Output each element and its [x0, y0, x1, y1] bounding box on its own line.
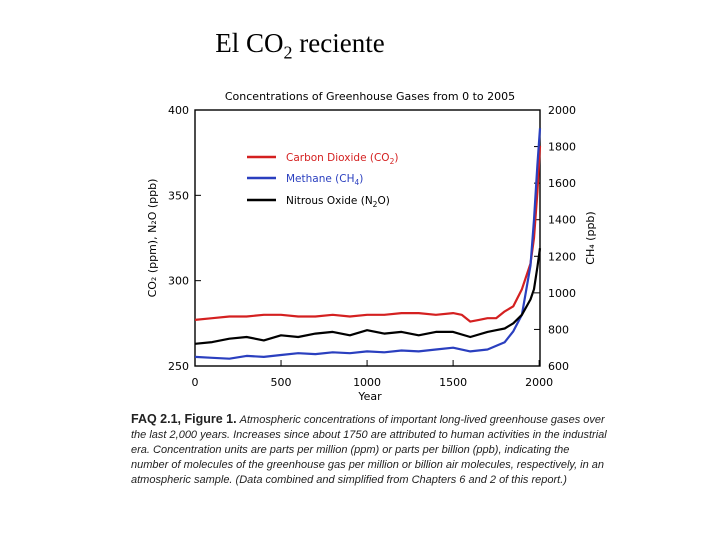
right-axis-label: CH₄ (ppb): [584, 211, 597, 264]
right-tick-label: 2000: [548, 104, 576, 117]
plot-frame: [194, 109, 541, 367]
legend-label-ch4: Methane (CH4): [286, 173, 363, 187]
x-tick-label: 1000: [353, 376, 381, 389]
n2o-series-line: [194, 248, 542, 345]
right-tick-label: 1000: [548, 287, 576, 300]
caption-body: Atmospheric concentrations of important …: [131, 414, 607, 486]
right-tick-label: 1800: [548, 141, 576, 154]
right-tick-label: 1600: [548, 177, 576, 190]
slide-title: El CO2 reciente: [0, 28, 600, 63]
legend-label-n2o: Nitrous Oxide (N2O): [286, 195, 390, 209]
series-lines: [194, 128, 542, 360]
x-axis-ticks: 0 500 1000 1500 2000: [192, 360, 553, 389]
x-tick-label: 2000: [525, 376, 553, 389]
left-tick-label: 400: [168, 104, 189, 117]
legend-ch4-subscript: 4: [355, 178, 360, 187]
left-tick-label: 250: [168, 360, 189, 373]
slide-title-prefix: El CO: [215, 28, 284, 58]
caption-lead: FAQ 2.1, Figure 1.: [131, 412, 237, 426]
left-tick-label: 300: [168, 275, 189, 288]
chart-title: Concentrations of Greenhouse Gases from …: [225, 90, 515, 103]
x-tick-label: 1500: [439, 376, 467, 389]
greenhouse-gas-chart: Concentrations of Greenhouse Gases from …: [146, 90, 597, 403]
chart-legend: Carbon Dioxide (CO2) Methane (CH4) Nitro…: [247, 152, 398, 209]
x-axis-label: Year: [357, 390, 382, 403]
left-axis-ticks: 250 300 350 400: [168, 104, 201, 373]
x-tick-label: 0: [192, 376, 199, 389]
legend-co2-subscript: 2: [390, 157, 395, 166]
right-tick-label: 1400: [548, 214, 576, 227]
left-tick-label: 350: [168, 189, 189, 202]
figure-caption: FAQ 2.1, Figure 1. Atmospheric concentra…: [131, 412, 607, 488]
x-tick-label: 500: [271, 376, 292, 389]
slide-title-subscript: 2: [283, 42, 293, 63]
right-tick-label: 1200: [548, 250, 576, 263]
legend-label-co2: Carbon Dioxide (CO2): [286, 152, 398, 166]
co2-series-line: [194, 145, 542, 323]
right-tick-label: 800: [548, 323, 569, 336]
right-axis-ticks: 600 800 1000 1200 1400 1600 1800 2000: [534, 104, 576, 373]
legend-n2o-subscript: 2: [373, 200, 378, 209]
right-tick-label: 600: [548, 360, 569, 373]
slide-title-suffix: reciente: [292, 28, 385, 58]
left-axis-label: CO₂ (ppm), N₂O (ppb): [146, 179, 159, 298]
